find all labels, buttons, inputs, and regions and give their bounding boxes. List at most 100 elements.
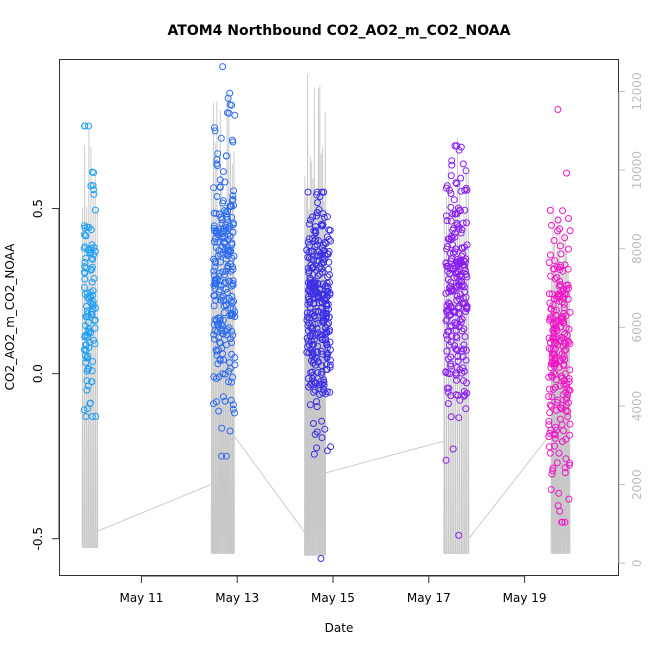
data-point-series-5 [547,305,555,313]
data-point-series-4 [461,288,469,296]
data-point-series-5 [551,442,558,450]
data-point-series-2 [231,409,238,417]
data-point-series-4 [456,396,464,404]
data-point-series-5 [546,401,554,409]
data-point-series-2 [215,288,223,296]
data-point-series-2 [230,187,238,195]
data-point-series-4 [447,190,455,197]
data-point-series-3-min [317,555,325,562]
data-point-series-1 [91,324,99,332]
data-point-series-4 [444,355,452,363]
data-point-series-4 [460,345,468,353]
data-point-series-3 [319,255,327,263]
data-point-series-4 [442,368,450,376]
data-point-series-5 [545,373,553,381]
data-point-series-1 [88,278,96,286]
data-point-series-4 [443,384,451,392]
data-point-series-5 [558,333,566,341]
data-point-series-5 [549,385,557,393]
data-point-series-4-min [455,531,463,539]
co2-points-layer [80,63,574,562]
data-point-series-3 [326,346,334,354]
data-point-series-2 [228,136,236,144]
data-point-series-5 [545,433,553,441]
data-point-series-1 [80,406,88,414]
data-point-series-5 [546,316,553,324]
data-point-series-1 [81,322,89,329]
data-point-series-3 [313,191,321,199]
altitude-trace-flight-3 [304,74,327,556]
data-point-series-5 [566,459,574,467]
data-point-series-4 [449,210,457,218]
data-point-series-4 [447,203,455,211]
data-point-series-4 [451,210,459,218]
data-point-series-5 [556,382,564,390]
data-point-series-4 [451,248,459,256]
data-point-series-5 [555,290,563,298]
data-point-series-3 [324,250,332,258]
data-point-series-2 [218,327,226,335]
data-point-series-5 [560,381,568,388]
data-point-series-2 [227,396,235,404]
data-point-series-3 [308,368,316,376]
data-point-series-4 [453,180,461,188]
data-point-series-5 [554,216,562,224]
data-point-series-5 [561,234,569,242]
y-axis-title: CO2_AO2_m_CO2_NOAA [3,243,17,390]
data-point-series-3 [320,213,328,221]
data-point-series-3 [323,354,331,362]
data-point-series-3 [314,294,322,302]
data-point-series-3 [309,263,317,271]
data-point-series-5 [550,237,558,244]
data-point-series-3 [304,375,312,382]
data-point-series-3 [326,363,334,371]
y-tick-label-3: 0.5 [31,199,45,218]
data-point-series-1 [90,244,98,251]
data-point-series-1 [80,268,88,276]
data-point-series-5 [551,257,559,265]
data-point-series-4 [457,229,465,237]
right-y-tick-label-2: 2000 [630,469,644,500]
data-point-series-3 [314,280,322,287]
data-point-series-5 [556,404,564,412]
data-point-series-3 [313,444,321,452]
data-point-series-2 [229,310,237,318]
data-point-series-2 [228,282,236,290]
data-point-series-2 [210,255,218,263]
data-point-series-5 [552,319,560,327]
data-point-series-4 [452,332,460,340]
data-point-series-5 [559,391,567,399]
data-point-series-4 [462,356,470,364]
data-point-series-4 [461,206,469,214]
data-point-series-3 [326,326,333,334]
data-point-series-3 [311,243,319,251]
data-point-series-1 [85,327,93,335]
data-point-series-5 [560,352,568,360]
data-point-series-1 [88,378,96,386]
data-point-series-3 [320,376,328,384]
data-point-series-5 [548,470,556,478]
data-point-series-1 [83,377,91,385]
data-point-series-5 [545,417,553,425]
data-point-series-5 [547,402,555,410]
data-point-series-3 [313,212,320,220]
data-point-series-3 [323,351,331,359]
data-point-series-2 [216,250,224,258]
data-point-series-2 [215,407,223,415]
data-point-series-4 [444,267,452,275]
data-point-series-3 [305,220,313,228]
data-point-series-2 [211,127,219,135]
data-point-series-4 [461,267,469,275]
data-point-series-5 [547,251,554,259]
data-point-series-1 [82,254,90,262]
data-point-series-1 [82,313,90,321]
data-point-series-5 [565,495,573,503]
data-point-series-3 [320,318,328,326]
data-point-series-1 [81,122,89,130]
data-point-series-4 [453,258,461,266]
data-point-series-1 [83,367,91,375]
data-point-series-2 [221,370,229,378]
data-point-series-5 [553,426,560,434]
data-point-series-4 [454,357,462,365]
data-point-series-5 [550,265,557,273]
